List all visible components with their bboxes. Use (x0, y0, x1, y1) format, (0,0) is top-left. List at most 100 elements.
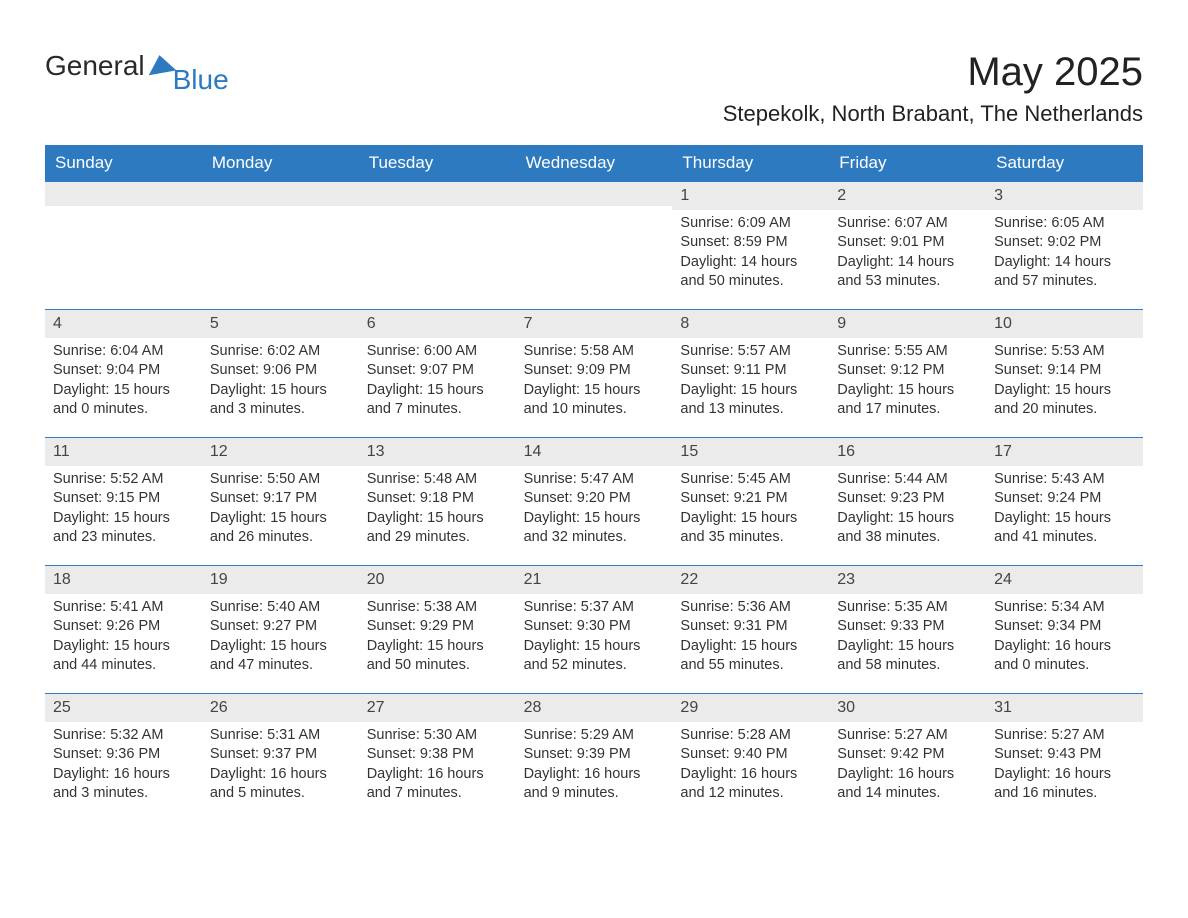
cell-daylight1: Daylight: 16 hours (837, 765, 978, 785)
cell-sunset: Sunset: 9:04 PM (53, 361, 194, 381)
location-subtitle: Stepekolk, North Brabant, The Netherland… (723, 101, 1143, 127)
week-row: 1Sunrise: 6:09 AMSunset: 8:59 PMDaylight… (45, 181, 1143, 309)
cell-sunrise: Sunrise: 6:05 AM (994, 214, 1135, 234)
day-header-cell: Sunday (45, 145, 202, 181)
calendar-cell: 15Sunrise: 5:45 AMSunset: 9:21 PMDayligh… (672, 438, 829, 565)
cell-sunrise: Sunrise: 5:57 AM (680, 342, 821, 362)
week-row: 25Sunrise: 5:32 AMSunset: 9:36 PMDayligh… (45, 693, 1143, 821)
cell-daylight2: and 3 minutes. (53, 784, 194, 804)
cell-sunrise: Sunrise: 5:53 AM (994, 342, 1135, 362)
day-header-cell: Thursday (672, 145, 829, 181)
day-number: 25 (45, 694, 202, 722)
cell-daylight1: Daylight: 15 hours (367, 637, 508, 657)
cell-body: Sunrise: 5:28 AMSunset: 9:40 PMDaylight:… (672, 722, 829, 814)
cell-daylight2: and 13 minutes. (680, 400, 821, 420)
day-number: 1 (672, 182, 829, 210)
cell-body: Sunrise: 6:09 AMSunset: 8:59 PMDaylight:… (672, 210, 829, 302)
cell-sunset: Sunset: 9:15 PM (53, 489, 194, 509)
cell-daylight2: and 7 minutes. (367, 784, 508, 804)
week-row: 4Sunrise: 6:04 AMSunset: 9:04 PMDaylight… (45, 309, 1143, 437)
cell-daylight1: Daylight: 15 hours (367, 381, 508, 401)
cell-body: Sunrise: 5:38 AMSunset: 9:29 PMDaylight:… (359, 594, 516, 686)
month-title: May 2025 (723, 50, 1143, 95)
calendar-cell: 21Sunrise: 5:37 AMSunset: 9:30 PMDayligh… (516, 566, 673, 693)
day-header-cell: Tuesday (359, 145, 516, 181)
cell-body: Sunrise: 5:52 AMSunset: 9:15 PMDaylight:… (45, 466, 202, 558)
cell-daylight2: and 38 minutes. (837, 528, 978, 548)
calendar-cell: 8Sunrise: 5:57 AMSunset: 9:11 PMDaylight… (672, 310, 829, 437)
day-number: 17 (986, 438, 1143, 466)
cell-sunrise: Sunrise: 5:27 AM (837, 726, 978, 746)
cell-daylight2: and 5 minutes. (210, 784, 351, 804)
cell-sunset: Sunset: 9:40 PM (680, 745, 821, 765)
day-number: 21 (516, 566, 673, 594)
cell-daylight2: and 12 minutes. (680, 784, 821, 804)
cell-daylight1: Daylight: 15 hours (680, 381, 821, 401)
cell-sunset: Sunset: 9:24 PM (994, 489, 1135, 509)
day-header-row: SundayMondayTuesdayWednesdayThursdayFrid… (45, 145, 1143, 181)
cell-daylight1: Daylight: 15 hours (367, 509, 508, 529)
cell-sunset: Sunset: 9:43 PM (994, 745, 1135, 765)
cell-body: Sunrise: 5:34 AMSunset: 9:34 PMDaylight:… (986, 594, 1143, 686)
day-number: 6 (359, 310, 516, 338)
calendar-cell: 27Sunrise: 5:30 AMSunset: 9:38 PMDayligh… (359, 694, 516, 821)
cell-sunrise: Sunrise: 5:32 AM (53, 726, 194, 746)
cell-sunrise: Sunrise: 5:43 AM (994, 470, 1135, 490)
cell-body: Sunrise: 5:47 AMSunset: 9:20 PMDaylight:… (516, 466, 673, 558)
cell-sunset: Sunset: 9:09 PM (524, 361, 665, 381)
calendar-cell: 12Sunrise: 5:50 AMSunset: 9:17 PMDayligh… (202, 438, 359, 565)
day-number: 27 (359, 694, 516, 722)
cell-sunset: Sunset: 9:02 PM (994, 233, 1135, 253)
cell-sunset: Sunset: 9:37 PM (210, 745, 351, 765)
cell-body: Sunrise: 6:00 AMSunset: 9:07 PMDaylight:… (359, 338, 516, 430)
cell-daylight1: Daylight: 15 hours (524, 381, 665, 401)
cell-sunset: Sunset: 9:11 PM (680, 361, 821, 381)
calendar-cell (202, 182, 359, 309)
logo-triangle-icon (145, 53, 176, 76)
cell-body: Sunrise: 5:31 AMSunset: 9:37 PMDaylight:… (202, 722, 359, 814)
cell-sunset: Sunset: 9:20 PM (524, 489, 665, 509)
cell-daylight2: and 0 minutes. (53, 400, 194, 420)
cell-sunrise: Sunrise: 5:35 AM (837, 598, 978, 618)
cell-body: Sunrise: 5:32 AMSunset: 9:36 PMDaylight:… (45, 722, 202, 814)
calendar-cell: 5Sunrise: 6:02 AMSunset: 9:06 PMDaylight… (202, 310, 359, 437)
calendar-cell: 7Sunrise: 5:58 AMSunset: 9:09 PMDaylight… (516, 310, 673, 437)
day-header-cell: Wednesday (516, 145, 673, 181)
day-number: 12 (202, 438, 359, 466)
day-number: 3 (986, 182, 1143, 210)
calendar-cell: 3Sunrise: 6:05 AMSunset: 9:02 PMDaylight… (986, 182, 1143, 309)
cell-body: Sunrise: 5:50 AMSunset: 9:17 PMDaylight:… (202, 466, 359, 558)
day-number: 22 (672, 566, 829, 594)
cell-body: Sunrise: 5:29 AMSunset: 9:39 PMDaylight:… (516, 722, 673, 814)
cell-daylight1: Daylight: 16 hours (680, 765, 821, 785)
day-number: 24 (986, 566, 1143, 594)
cell-daylight1: Daylight: 15 hours (680, 637, 821, 657)
day-number: 13 (359, 438, 516, 466)
cell-daylight2: and 53 minutes. (837, 272, 978, 292)
cell-daylight1: Daylight: 15 hours (994, 381, 1135, 401)
calendar-cell: 19Sunrise: 5:40 AMSunset: 9:27 PMDayligh… (202, 566, 359, 693)
cell-sunrise: Sunrise: 5:31 AM (210, 726, 351, 746)
calendar-cell: 30Sunrise: 5:27 AMSunset: 9:42 PMDayligh… (829, 694, 986, 821)
calendar-cell: 22Sunrise: 5:36 AMSunset: 9:31 PMDayligh… (672, 566, 829, 693)
cell-daylight2: and 50 minutes. (680, 272, 821, 292)
cell-daylight1: Daylight: 16 hours (210, 765, 351, 785)
cell-body: Sunrise: 5:58 AMSunset: 9:09 PMDaylight:… (516, 338, 673, 430)
calendar-cell: 16Sunrise: 5:44 AMSunset: 9:23 PMDayligh… (829, 438, 986, 565)
cell-daylight2: and 47 minutes. (210, 656, 351, 676)
cell-daylight2: and 35 minutes. (680, 528, 821, 548)
calendar-cell: 31Sunrise: 5:27 AMSunset: 9:43 PMDayligh… (986, 694, 1143, 821)
cell-sunrise: Sunrise: 5:47 AM (524, 470, 665, 490)
calendar-cell: 11Sunrise: 5:52 AMSunset: 9:15 PMDayligh… (45, 438, 202, 565)
cell-sunset: Sunset: 9:18 PM (367, 489, 508, 509)
weeks-container: 1Sunrise: 6:09 AMSunset: 8:59 PMDaylight… (45, 181, 1143, 821)
cell-daylight1: Daylight: 16 hours (53, 765, 194, 785)
cell-sunset: Sunset: 9:06 PM (210, 361, 351, 381)
cell-body: Sunrise: 5:30 AMSunset: 9:38 PMDaylight:… (359, 722, 516, 814)
cell-sunrise: Sunrise: 5:50 AM (210, 470, 351, 490)
cell-sunset: Sunset: 9:14 PM (994, 361, 1135, 381)
cell-body: Sunrise: 5:36 AMSunset: 9:31 PMDaylight:… (672, 594, 829, 686)
cell-daylight1: Daylight: 15 hours (837, 381, 978, 401)
cell-sunrise: Sunrise: 5:55 AM (837, 342, 978, 362)
cell-daylight1: Daylight: 16 hours (524, 765, 665, 785)
